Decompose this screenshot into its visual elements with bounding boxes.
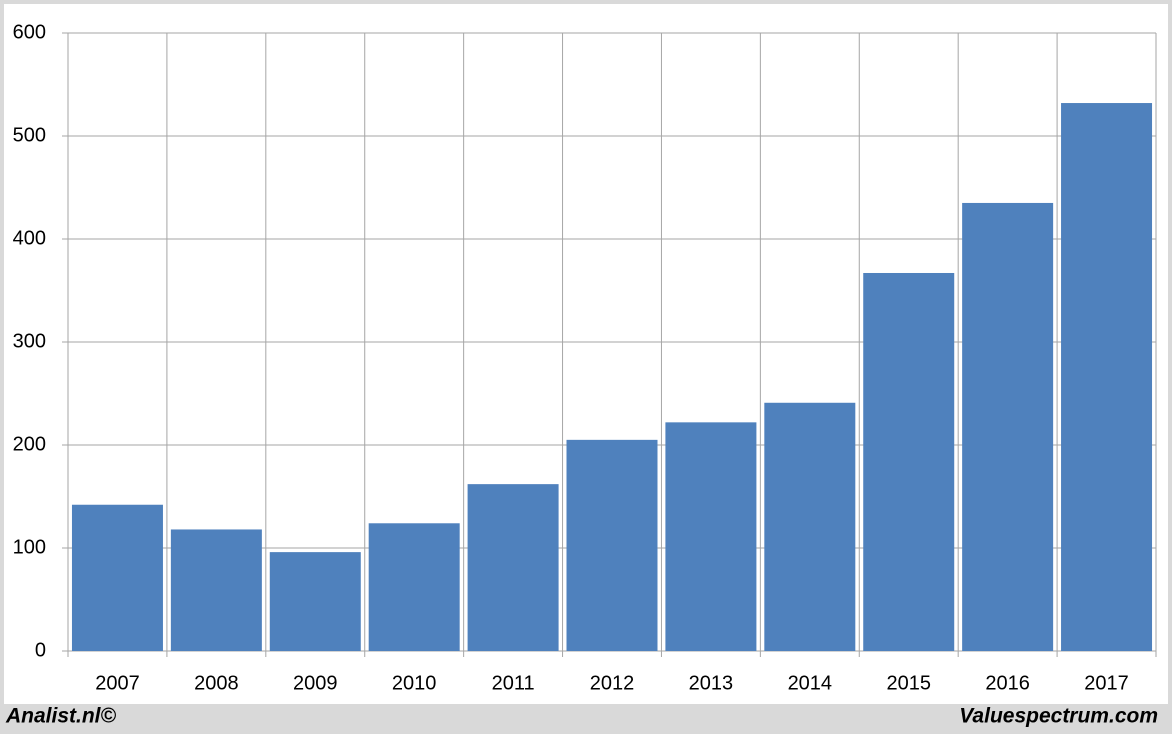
y-tick-label: 200	[13, 433, 46, 455]
source-left: Analist.nl©	[5, 705, 117, 728]
x-tick-label: 2017	[1084, 672, 1129, 694]
bar	[269, 552, 361, 651]
y-tick-label: 500	[13, 124, 46, 146]
bar	[863, 272, 955, 651]
bar	[1061, 103, 1153, 652]
x-tick-label: 2013	[689, 672, 734, 694]
bar	[665, 422, 757, 651]
bar	[962, 202, 1054, 651]
x-tick-label: 2016	[985, 672, 1030, 694]
x-tick-label: 2014	[788, 672, 833, 694]
y-tick-label: 400	[13, 227, 46, 249]
bar	[467, 484, 559, 651]
x-tick-label: 2010	[392, 672, 437, 694]
bar	[71, 504, 163, 651]
x-tick-label: 2012	[590, 672, 635, 694]
bar	[170, 529, 262, 651]
y-tick-label: 0	[35, 639, 46, 661]
bar	[764, 402, 856, 651]
x-tick-label: 2011	[492, 672, 535, 694]
source-right: Valuespectrum.com	[959, 705, 1158, 728]
bar	[368, 523, 460, 651]
bar	[566, 439, 658, 651]
y-tick-label: 100	[13, 536, 46, 558]
x-tick-label: 2008	[194, 672, 239, 694]
y-tick-label: 300	[13, 330, 46, 352]
y-tick-label: 600	[13, 21, 46, 43]
x-tick-label: 2009	[293, 672, 338, 694]
x-tick-label: 2015	[886, 672, 931, 694]
x-tick-label: 2007	[95, 672, 140, 694]
